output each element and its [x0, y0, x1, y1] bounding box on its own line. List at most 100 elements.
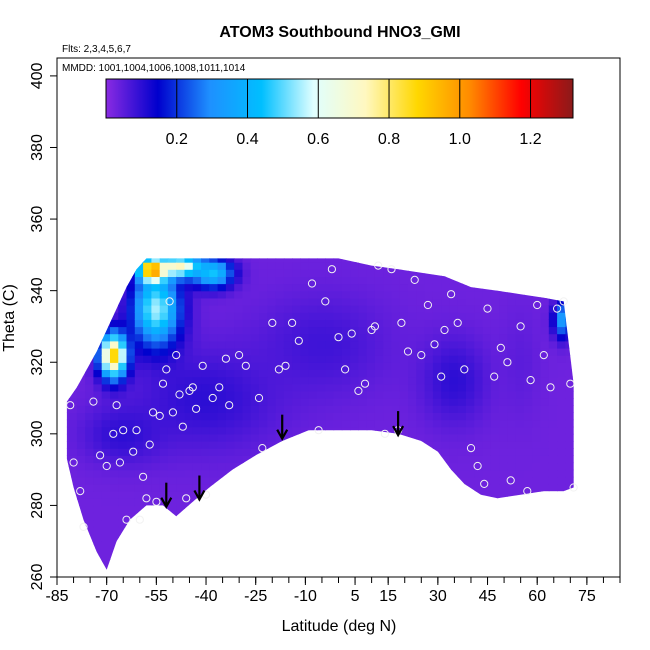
field-cell — [515, 441, 525, 449]
field-cell — [308, 562, 318, 570]
field-cell — [341, 462, 351, 471]
field-cell — [250, 369, 260, 378]
field-cell — [201, 258, 210, 263]
field-cell — [259, 248, 268, 256]
field-cell — [524, 405, 533, 413]
field-cell — [66, 562, 70, 570]
field-cell — [548, 512, 558, 521]
field-cell — [267, 258, 277, 263]
field-cell — [408, 319, 417, 328]
field-cell — [374, 512, 384, 521]
field-cell — [275, 355, 285, 363]
field-cell — [490, 283, 500, 292]
field-cell — [449, 419, 459, 428]
field-cell — [540, 258, 550, 263]
x-tick-label: -40 — [194, 588, 217, 605]
field-cell — [457, 398, 467, 406]
field-cell — [341, 347, 351, 356]
field-cell — [300, 433, 310, 442]
field-cell — [482, 297, 492, 306]
field-cell — [242, 269, 252, 277]
field-cell — [557, 441, 566, 449]
field-cell — [225, 390, 235, 399]
field-cell — [358, 483, 368, 492]
field-cell — [77, 570, 86, 578]
field-cell — [267, 340, 277, 349]
x-tick-label: -10 — [294, 588, 317, 605]
field-cell — [110, 312, 119, 320]
field-cell — [499, 319, 508, 328]
field-cell — [383, 347, 393, 356]
field-cell — [317, 462, 326, 471]
field-cell — [126, 398, 136, 406]
field-cell — [85, 419, 95, 428]
field-cell — [176, 290, 186, 299]
field-cell — [151, 290, 161, 299]
field-cell — [234, 312, 244, 320]
field-cell — [466, 248, 475, 256]
field-cell — [524, 276, 533, 285]
field-cell — [300, 355, 310, 363]
field-cell — [466, 426, 475, 435]
field-cell — [499, 491, 508, 499]
field-cell — [101, 483, 111, 492]
field-cell — [76, 369, 86, 378]
observation-point — [142, 494, 151, 503]
field-cell — [267, 441, 277, 449]
field-cell — [167, 548, 177, 557]
field-cell — [267, 426, 277, 435]
field-cell — [548, 262, 558, 270]
field-cell — [441, 258, 451, 263]
field-cell — [325, 248, 334, 256]
field-cell — [317, 548, 326, 557]
field-cell — [432, 383, 442, 392]
field-cell — [474, 505, 484, 514]
field-cell — [341, 555, 351, 564]
field-cell — [76, 562, 86, 570]
field-cell — [101, 398, 111, 406]
field-cell — [151, 319, 161, 328]
field-cell — [283, 462, 293, 471]
field-cell — [76, 326, 86, 335]
field-cell — [358, 512, 368, 521]
field-cell — [250, 405, 260, 413]
field-cell — [151, 398, 161, 406]
field-cell — [557, 326, 566, 335]
field-cell — [366, 426, 376, 435]
field-cell — [573, 290, 574, 299]
field-cell — [333, 498, 343, 507]
field-cell — [383, 483, 393, 492]
field-cell — [250, 455, 260, 464]
field-cell — [85, 258, 95, 263]
field-cell — [201, 290, 210, 299]
field-cell — [217, 362, 227, 370]
field-cell — [101, 562, 111, 570]
field-cell — [532, 347, 542, 356]
field-cell — [243, 570, 252, 578]
field-cell — [358, 383, 368, 392]
field-cell — [250, 562, 260, 570]
observation-point — [566, 379, 575, 388]
field-cell — [416, 512, 426, 521]
field-cell — [449, 448, 459, 456]
field-cell — [490, 347, 500, 356]
field-cell — [482, 383, 492, 392]
field-cell — [234, 448, 244, 456]
field-cell — [66, 491, 70, 499]
field-cell — [432, 483, 442, 492]
field-cell — [209, 498, 219, 507]
field-cell — [68, 297, 78, 306]
field-cell — [267, 269, 277, 277]
field-cell — [143, 340, 152, 349]
field-cell — [85, 312, 95, 320]
field-cell — [325, 398, 335, 406]
field-cell — [499, 405, 508, 413]
field-cell — [234, 412, 244, 421]
field-cell — [275, 526, 285, 535]
field-cell — [85, 448, 95, 456]
field-cell — [284, 570, 293, 578]
field-cell — [424, 505, 434, 514]
field-cell — [466, 548, 475, 557]
field-cell — [225, 258, 235, 263]
field-cell — [466, 283, 475, 292]
